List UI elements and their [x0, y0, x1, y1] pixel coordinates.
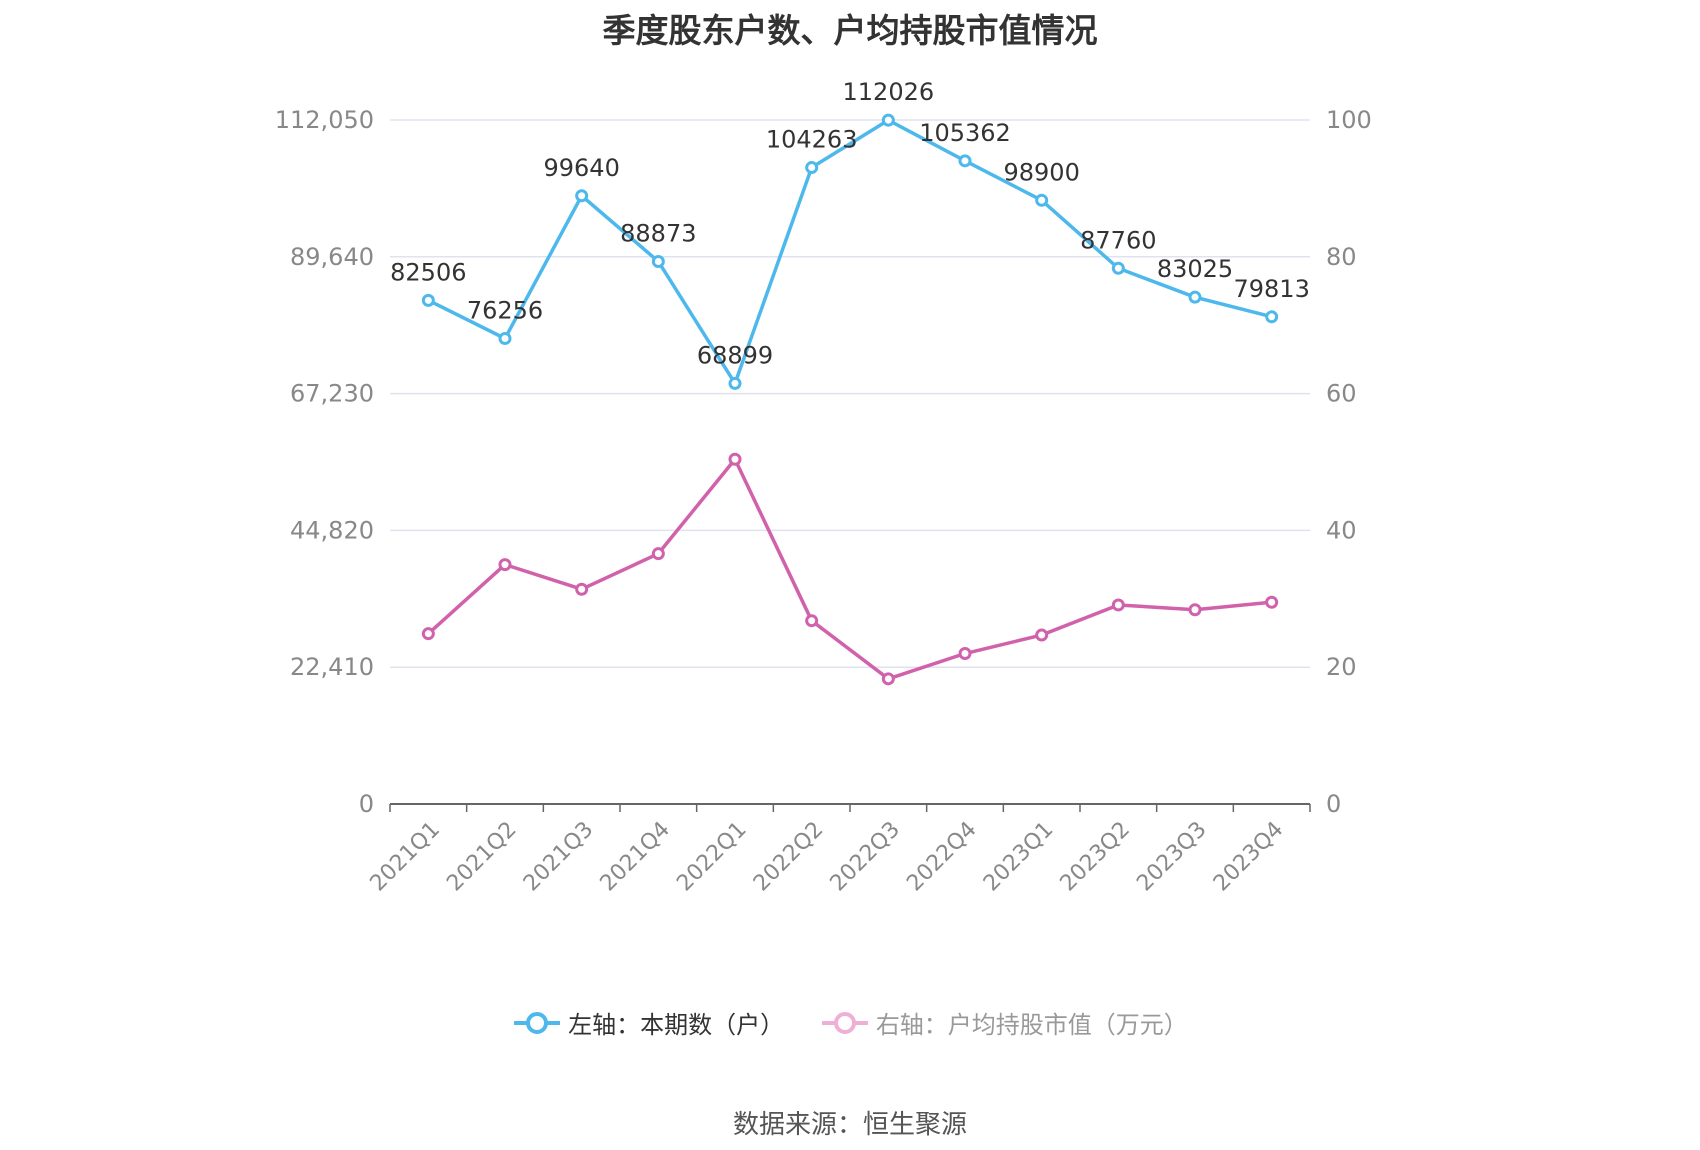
data-label: 104263: [766, 126, 858, 154]
series-line: [427, 118, 1273, 386]
legend-item-right-series[interactable]: 右轴：户均持股市值（万元）: [820, 1005, 1188, 1040]
right-axis-ticks: 0 20 40 60 80 100: [1326, 106, 1372, 818]
data-point: [1188, 290, 1202, 304]
x-tick-label: 2023Q2: [1056, 817, 1135, 896]
data-point: [421, 293, 435, 307]
x-tick-label: 2021Q1: [366, 817, 445, 896]
left-axis-ticks: 0 22,410 44,820 67,230 89,640 112,050: [275, 106, 374, 818]
right-tick-label: 60: [1326, 380, 1357, 408]
data-point: [1265, 310, 1279, 324]
data-point: [651, 547, 665, 561]
x-tick-label: 2023Q4: [1209, 817, 1288, 896]
data-label: 83025: [1157, 255, 1233, 283]
data-point: [881, 113, 895, 127]
series-line: [427, 457, 1272, 681]
data-point: [805, 161, 819, 175]
data-point: [575, 189, 589, 203]
right-tick-label: 100: [1326, 106, 1372, 134]
chart-title: 季度股东户数、户均持股市值情况: [602, 11, 1098, 50]
data-point: [1111, 598, 1125, 612]
data-label: 99640: [543, 154, 619, 182]
data-point: [958, 154, 972, 168]
x-tick-label: 2021Q4: [596, 817, 675, 896]
data-label: 112026: [843, 78, 935, 106]
data-label: 87760: [1080, 226, 1156, 254]
data-point: [728, 376, 742, 390]
right-tick-label: 0: [1326, 790, 1341, 818]
data-label: 79813: [1233, 275, 1309, 303]
right-tick-label: 80: [1326, 243, 1357, 271]
data-point: [1265, 595, 1279, 609]
data-label: 82506: [390, 258, 466, 286]
left-tick-label: 22,410: [290, 653, 374, 681]
data-point: [498, 332, 512, 346]
grid-lines: [390, 119, 1310, 668]
data-point: [421, 627, 435, 641]
x-tick-label: 2022Q3: [826, 817, 905, 896]
x-tick-label: 2022Q1: [672, 817, 751, 896]
left-tick-label: 0: [359, 790, 374, 818]
legend-item-left-series[interactable]: 左轴：本期数（户）: [512, 1005, 784, 1040]
data-label: 68899: [697, 341, 773, 369]
data-source: 数据来源：恒生聚源: [732, 1110, 967, 1140]
data-label: 88873: [620, 219, 696, 247]
left-tick-label: 112,050: [275, 106, 374, 134]
left-tick-label: 67,230: [290, 380, 374, 408]
data-point: [728, 452, 742, 466]
data-label: 98900: [1003, 158, 1079, 186]
left-tick-label: 44,820: [290, 516, 374, 544]
data-point: [881, 672, 895, 686]
series-layer: [421, 113, 1279, 686]
x-tick-label: 2023Q1: [979, 817, 1058, 896]
left-tick-label: 89,640: [290, 243, 374, 271]
data-point: [1035, 193, 1049, 207]
legend-label-left-series: 左轴：本期数（户）: [568, 1011, 785, 1039]
legend: 左轴：本期数（户） 右轴：户均持股市值（万元）: [0, 1005, 1700, 1041]
data-label: 105362: [919, 119, 1011, 147]
legend-marker-pink-icon: [821, 1011, 868, 1034]
x-tick-label: 2023Q3: [1132, 817, 1211, 896]
data-point: [651, 254, 665, 268]
data-point: [1188, 603, 1202, 617]
x-axis: 2021Q12021Q22021Q32021Q42022Q12022Q22022…: [366, 803, 1311, 896]
data-point: [1035, 628, 1049, 642]
data-point: [805, 614, 819, 628]
legend-marker-blue-icon: [514, 1011, 561, 1034]
x-tick-label: 2022Q4: [902, 817, 981, 896]
data-label: 76256: [467, 297, 543, 325]
data-point: [498, 558, 512, 572]
data-point: [958, 647, 972, 661]
legend-label-right-series: 右轴：户均持股市值（万元）: [875, 1011, 1188, 1039]
right-tick-label: 20: [1326, 653, 1357, 681]
data-point: [575, 582, 589, 596]
x-tick-label: 2022Q2: [749, 817, 828, 896]
x-tick-label: 2021Q3: [519, 817, 598, 896]
data-point: [1111, 261, 1125, 275]
x-tick-label: 2021Q2: [442, 817, 521, 896]
right-tick-label: 40: [1326, 516, 1357, 544]
